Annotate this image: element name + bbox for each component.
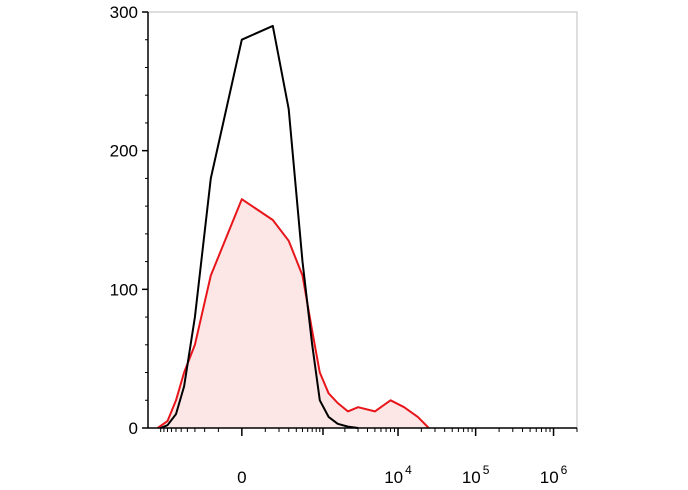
y-tick-label: 300 xyxy=(110,3,138,22)
y-tick-label: 0 xyxy=(129,419,138,438)
series-line-1 xyxy=(160,24,359,429)
y-tick-label: 100 xyxy=(110,280,138,299)
x-tick-exponent: 4 xyxy=(405,463,412,477)
x-tick-label: 10 4 xyxy=(384,463,412,487)
x-tick-exponent: 6 xyxy=(561,463,568,477)
y-tick-label: 200 xyxy=(110,142,138,161)
x-tick-exponent: 5 xyxy=(483,463,490,477)
x-tick-label: 10 5 xyxy=(462,463,490,487)
x-tick-label: 10 6 xyxy=(540,463,568,487)
series-area-0 xyxy=(157,199,429,428)
x-tick-label: 0 xyxy=(237,468,246,487)
